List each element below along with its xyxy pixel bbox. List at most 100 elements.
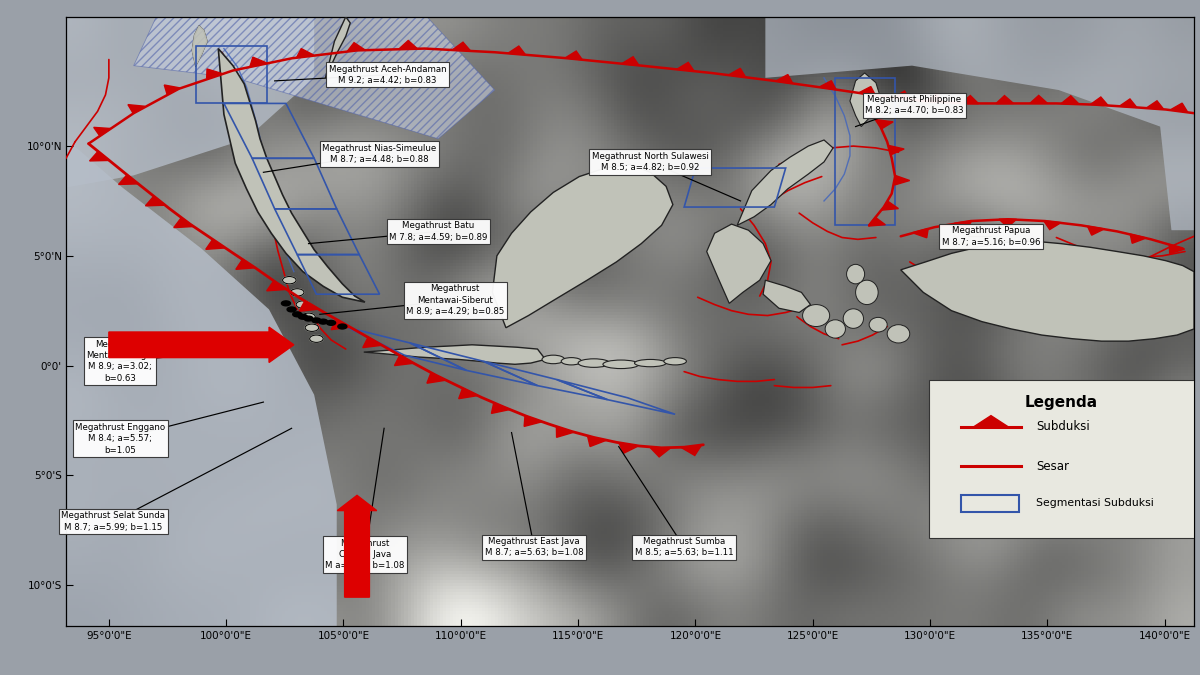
Polygon shape bbox=[66, 17, 314, 188]
Polygon shape bbox=[820, 81, 836, 90]
Text: Megathrust Batu
M 7.8; a=4.59; b=0.89: Megathrust Batu M 7.8; a=4.59; b=0.89 bbox=[389, 221, 487, 242]
Polygon shape bbox=[128, 105, 145, 113]
Polygon shape bbox=[893, 91, 910, 100]
Ellipse shape bbox=[803, 304, 829, 327]
Text: Megathrust Philippine
M 8.2; a=4.70; b=0.83: Megathrust Philippine M 8.2; a=4.70; b=0… bbox=[865, 95, 964, 115]
Polygon shape bbox=[205, 240, 226, 249]
Polygon shape bbox=[133, 17, 494, 139]
Circle shape bbox=[338, 324, 347, 329]
Circle shape bbox=[304, 316, 313, 321]
Polygon shape bbox=[236, 259, 256, 269]
Polygon shape bbox=[325, 17, 350, 78]
Polygon shape bbox=[677, 62, 694, 71]
Ellipse shape bbox=[844, 309, 864, 328]
Ellipse shape bbox=[664, 358, 686, 365]
Polygon shape bbox=[348, 43, 365, 51]
Polygon shape bbox=[145, 196, 166, 206]
Polygon shape bbox=[395, 355, 414, 366]
FancyBboxPatch shape bbox=[929, 379, 1194, 538]
Polygon shape bbox=[850, 73, 881, 127]
Polygon shape bbox=[218, 49, 365, 302]
Text: Megathrust East Java
M 8.7; a=5.63; b=1.08: Megathrust East Java M 8.7; a=5.63; b=1.… bbox=[485, 537, 583, 558]
Polygon shape bbox=[926, 94, 943, 103]
Polygon shape bbox=[901, 241, 1194, 341]
Circle shape bbox=[305, 324, 319, 331]
Text: Megathrust Selat Sunda
M 8.7; a=5.99; b=1.15: Megathrust Selat Sunda M 8.7; a=5.99; b=… bbox=[61, 512, 166, 532]
Polygon shape bbox=[192, 26, 208, 65]
Polygon shape bbox=[90, 151, 109, 161]
Polygon shape bbox=[524, 416, 542, 427]
Polygon shape bbox=[1061, 96, 1079, 104]
Polygon shape bbox=[682, 446, 701, 456]
Ellipse shape bbox=[856, 280, 878, 304]
Polygon shape bbox=[331, 319, 350, 329]
Polygon shape bbox=[119, 175, 138, 184]
Text: Megathrust
Mentawai-Pagai
M 8.9; a=3.02;
b=0.63: Megathrust Mentawai-Pagai M 8.9; a=3.02;… bbox=[86, 340, 154, 383]
Polygon shape bbox=[452, 42, 470, 51]
Polygon shape bbox=[737, 140, 833, 225]
Polygon shape bbox=[1146, 101, 1164, 109]
Polygon shape bbox=[763, 280, 810, 313]
Text: Megathrust Nias-Simeulue
M 8.7; a=4.48; b=0.88: Megathrust Nias-Simeulue M 8.7; a=4.48; … bbox=[323, 144, 437, 164]
Polygon shape bbox=[1130, 234, 1146, 243]
Ellipse shape bbox=[542, 355, 564, 364]
Text: Megathrust Aceh-Andaman
M 9.2; a=4.42; b=0.83: Megathrust Aceh-Andaman M 9.2; a=4.42; b… bbox=[329, 65, 446, 85]
Polygon shape bbox=[1044, 221, 1061, 230]
Text: Legenda: Legenda bbox=[1025, 395, 1098, 410]
Circle shape bbox=[310, 335, 323, 342]
Polygon shape bbox=[961, 96, 978, 104]
Polygon shape bbox=[622, 57, 640, 65]
Polygon shape bbox=[299, 301, 318, 311]
Ellipse shape bbox=[869, 317, 887, 332]
Polygon shape bbox=[858, 86, 876, 95]
Polygon shape bbox=[1087, 226, 1104, 235]
Polygon shape bbox=[996, 96, 1014, 103]
Text: Megathrust Papua
M 8.7; a=5.16; b=0.96: Megathrust Papua M 8.7; a=5.16; b=0.96 bbox=[942, 226, 1040, 246]
Polygon shape bbox=[954, 221, 972, 230]
Polygon shape bbox=[364, 345, 545, 364]
Polygon shape bbox=[876, 119, 893, 129]
Polygon shape bbox=[174, 218, 193, 227]
Ellipse shape bbox=[635, 359, 666, 367]
Polygon shape bbox=[974, 416, 1008, 427]
Polygon shape bbox=[206, 69, 222, 78]
Polygon shape bbox=[1170, 103, 1188, 112]
Polygon shape bbox=[296, 49, 313, 57]
Polygon shape bbox=[869, 217, 886, 226]
Circle shape bbox=[326, 321, 336, 325]
Polygon shape bbox=[912, 229, 929, 238]
Ellipse shape bbox=[887, 325, 910, 343]
Polygon shape bbox=[508, 46, 526, 55]
Polygon shape bbox=[1091, 97, 1108, 105]
Polygon shape bbox=[557, 427, 574, 437]
Polygon shape bbox=[882, 201, 899, 210]
Text: Segmentasi Subduksi: Segmentasi Subduksi bbox=[1036, 497, 1154, 508]
Polygon shape bbox=[728, 68, 745, 77]
Polygon shape bbox=[250, 57, 266, 66]
Polygon shape bbox=[707, 224, 772, 303]
Text: Subduksi: Subduksi bbox=[1036, 420, 1090, 433]
Circle shape bbox=[319, 319, 328, 324]
Polygon shape bbox=[492, 403, 510, 413]
Polygon shape bbox=[565, 51, 582, 59]
Polygon shape bbox=[895, 176, 910, 185]
Ellipse shape bbox=[562, 358, 582, 365]
Circle shape bbox=[299, 315, 307, 319]
Ellipse shape bbox=[578, 359, 610, 367]
Polygon shape bbox=[362, 338, 382, 348]
Circle shape bbox=[290, 289, 304, 296]
Circle shape bbox=[282, 277, 296, 284]
Ellipse shape bbox=[826, 320, 846, 338]
Polygon shape bbox=[492, 165, 673, 328]
Polygon shape bbox=[766, 17, 1194, 230]
Polygon shape bbox=[94, 128, 110, 136]
Polygon shape bbox=[1030, 95, 1048, 103]
Text: Megathrust
Central Java
M a=5.55; b=1.08: Megathrust Central Java M a=5.55; b=1.08 bbox=[325, 539, 404, 570]
Polygon shape bbox=[775, 74, 793, 84]
Polygon shape bbox=[458, 388, 478, 399]
Circle shape bbox=[287, 307, 296, 312]
Polygon shape bbox=[998, 219, 1016, 227]
Polygon shape bbox=[650, 448, 671, 457]
Polygon shape bbox=[164, 85, 180, 94]
Circle shape bbox=[296, 301, 310, 308]
